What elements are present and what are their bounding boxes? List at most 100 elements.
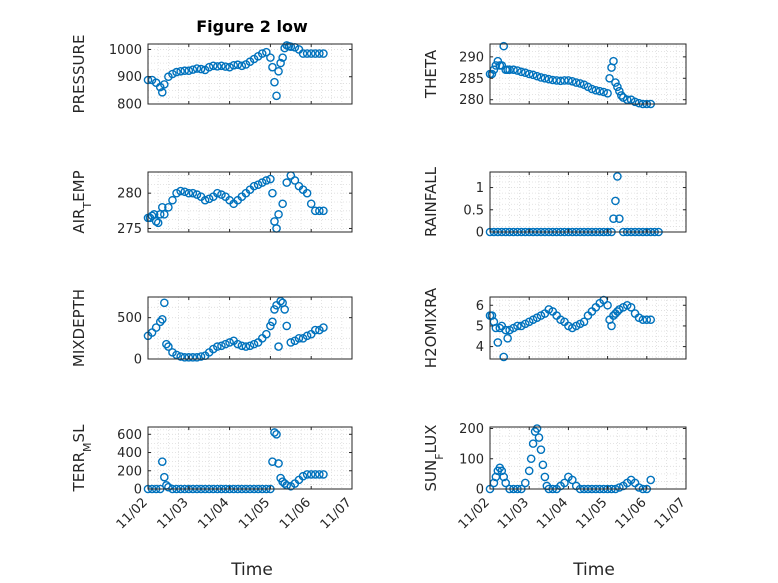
data-point: [157, 457, 167, 466]
y-tick-label: 0.5: [463, 203, 484, 218]
y-tick-label: 400: [117, 446, 142, 461]
data-point: [615, 483, 624, 492]
data-point: [599, 87, 608, 97]
data-point: [172, 350, 181, 360]
data-point: [536, 73, 546, 82]
y-tick-label: 5: [476, 319, 484, 334]
data-point: [270, 77, 279, 87]
x-tick-label: 11/03: [155, 495, 192, 532]
x-tick-label: 11/05: [236, 495, 273, 532]
data-point: [634, 483, 644, 492]
x-tick-label: 11/04: [534, 495, 571, 532]
data-point: [509, 65, 518, 75]
data-point: [274, 342, 283, 351]
data-point: [192, 190, 202, 199]
data-point: [560, 76, 569, 85]
panel-pressure: 800 900 1000 PRESSURE: [70, 35, 353, 113]
data-point: [564, 76, 573, 85]
x-axis-label-right: Time: [572, 560, 615, 580]
data-point: [233, 339, 243, 349]
data-point: [188, 65, 198, 74]
data-point: [274, 459, 283, 468]
data-point: [282, 178, 292, 187]
data-point: [571, 78, 581, 87]
panel-sun-flux: 11/02 11/03 11/04 11/05 11/06 11/07 0 100 200 SUN…: [422, 422, 689, 532]
data-point: [591, 85, 601, 95]
data-point: [176, 186, 185, 196]
data-point: [266, 321, 275, 331]
y-tick-label: 600: [117, 428, 142, 443]
axes-frame: [147, 426, 353, 490]
y-tick-label: 0: [476, 226, 484, 241]
data-point: [501, 478, 510, 488]
data-point: [306, 199, 316, 209]
data-point: [315, 470, 324, 479]
data-point: [611, 78, 620, 87]
data-point: [241, 342, 251, 351]
data-point: [153, 218, 163, 228]
data-point: [176, 66, 185, 76]
y-axis-label: TERRMSL: [70, 424, 94, 493]
data-point: [268, 62, 277, 72]
data-point: [160, 298, 169, 308]
data-point: [513, 66, 522, 75]
data-point: [487, 69, 497, 79]
y-axis-label: RAINFALL: [422, 166, 440, 237]
data-point: [617, 91, 626, 100]
data-point: [526, 454, 536, 464]
axes-frame: [489, 171, 687, 233]
data-point: [538, 460, 548, 470]
data-point: [280, 305, 289, 314]
x-tick-label: 11/06: [277, 495, 314, 532]
data-point: [298, 49, 308, 58]
data-point: [595, 86, 605, 96]
data-point: [164, 482, 173, 492]
data-point: [229, 60, 238, 70]
data-point: [168, 195, 177, 205]
data-point: [268, 188, 277, 198]
y-tick-label: 290: [459, 50, 484, 65]
data-point: [225, 62, 234, 72]
data-point: [276, 296, 285, 306]
data-point: [587, 84, 597, 94]
data-point: [310, 325, 320, 335]
y-tick-label: 100: [459, 452, 484, 467]
data-point: [609, 56, 618, 66]
data-point: [503, 334, 512, 343]
y-axis-label: MIXDEPTH: [70, 289, 88, 367]
data-point: [274, 210, 283, 219]
y-tick-label: 280: [459, 93, 484, 108]
data-point: [605, 73, 614, 83]
data-point: [245, 341, 255, 351]
data-point: [524, 69, 534, 79]
y-tick-label: 900: [117, 70, 142, 85]
axes-frame: [489, 296, 687, 360]
data-point: [302, 331, 312, 341]
data-point: [278, 199, 287, 209]
panel-mixdepth: 0 500 MIXDEPTH: [70, 289, 353, 368]
y-tick-label: 200: [459, 422, 484, 437]
panel-h2omixra: 4 5 6 H2OMIXRA: [422, 287, 687, 368]
data-point: [607, 321, 616, 331]
y-tick-label: 0: [134, 353, 142, 368]
data-point: [544, 74, 554, 84]
data-point: [315, 49, 324, 58]
data-point: [319, 470, 328, 479]
y-tick-label: 4: [476, 340, 484, 355]
data-point: [290, 176, 300, 185]
y-tick-label: 275: [117, 222, 142, 237]
data-point: [568, 475, 577, 485]
data-point: [213, 342, 222, 351]
x-tick-label: 11/04: [195, 495, 232, 532]
data-point: [160, 472, 169, 482]
y-tick-label: 500: [117, 311, 142, 326]
data-point: [319, 49, 328, 58]
axes-frame: [489, 43, 687, 105]
data-point: [157, 87, 167, 97]
data-point: [233, 60, 243, 70]
data-point: [286, 338, 296, 347]
panel-theta: 280 285 290 THETA: [422, 41, 687, 109]
data-point: [266, 174, 275, 184]
data-point: [192, 353, 202, 362]
